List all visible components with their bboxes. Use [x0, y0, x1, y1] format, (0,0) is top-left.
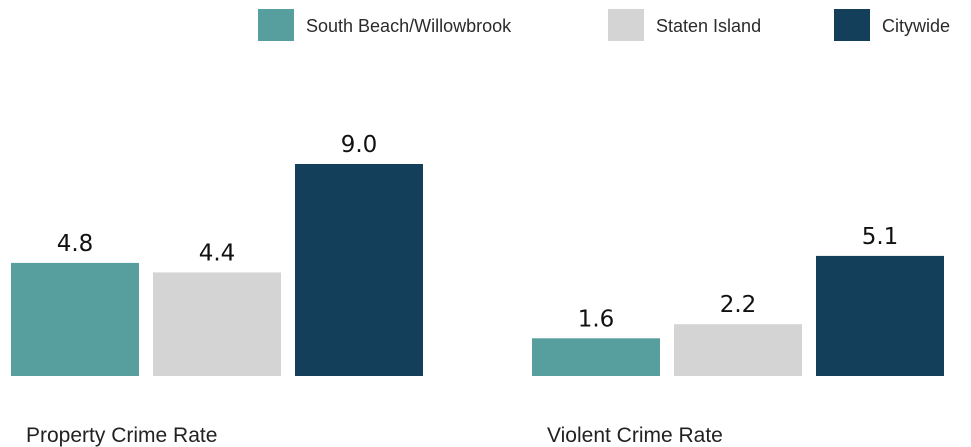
value-label-violent-crime-rate-south-beach-willowbrook: 1.6 [578, 306, 615, 332]
bar-violent-crime-rate-south-beach-willowbrook [532, 338, 660, 376]
value-label-violent-crime-rate-citywide: 5.1 [862, 224, 899, 250]
bar-property-crime-rate-staten-island [153, 272, 281, 376]
legend-swatch-staten-island [608, 9, 644, 41]
legend-label-south-beach-willowbrook: South Beach/Willowbrook [306, 16, 512, 36]
value-label-property-crime-rate-south-beach-willowbrook: 4.8 [57, 231, 94, 257]
bar-violent-crime-rate-staten-island [674, 324, 802, 376]
value-label-violent-crime-rate-staten-island: 2.2 [720, 292, 757, 318]
bar-property-crime-rate-citywide [295, 164, 423, 376]
value-label-property-crime-rate-citywide: 9.0 [341, 132, 378, 158]
category-label-property-crime-rate: Property Crime Rate [26, 424, 217, 447]
legend: South Beach/Willowbrook Staten Island City… [258, 9, 950, 41]
bar-property-crime-rate-south-beach-willowbrook [11, 262, 139, 376]
bars [11, 164, 944, 376]
value-labels: 4.8 4.4 9.0 1.6 2.2 5.1 [57, 132, 899, 332]
category-labels: Property Crime Rate Violent Crime Rate [26, 424, 723, 447]
legend-swatch-citywide [834, 9, 870, 41]
value-label-property-crime-rate-staten-island: 4.4 [199, 240, 236, 266]
legend-swatch-south-beach-willowbrook [258, 9, 294, 41]
bar-violent-crime-rate-citywide [816, 255, 944, 376]
legend-label-staten-island: Staten Island [656, 16, 761, 36]
category-label-violent-crime-rate: Violent Crime Rate [547, 424, 723, 447]
legend-label-citywide: Citywide [882, 16, 950, 36]
